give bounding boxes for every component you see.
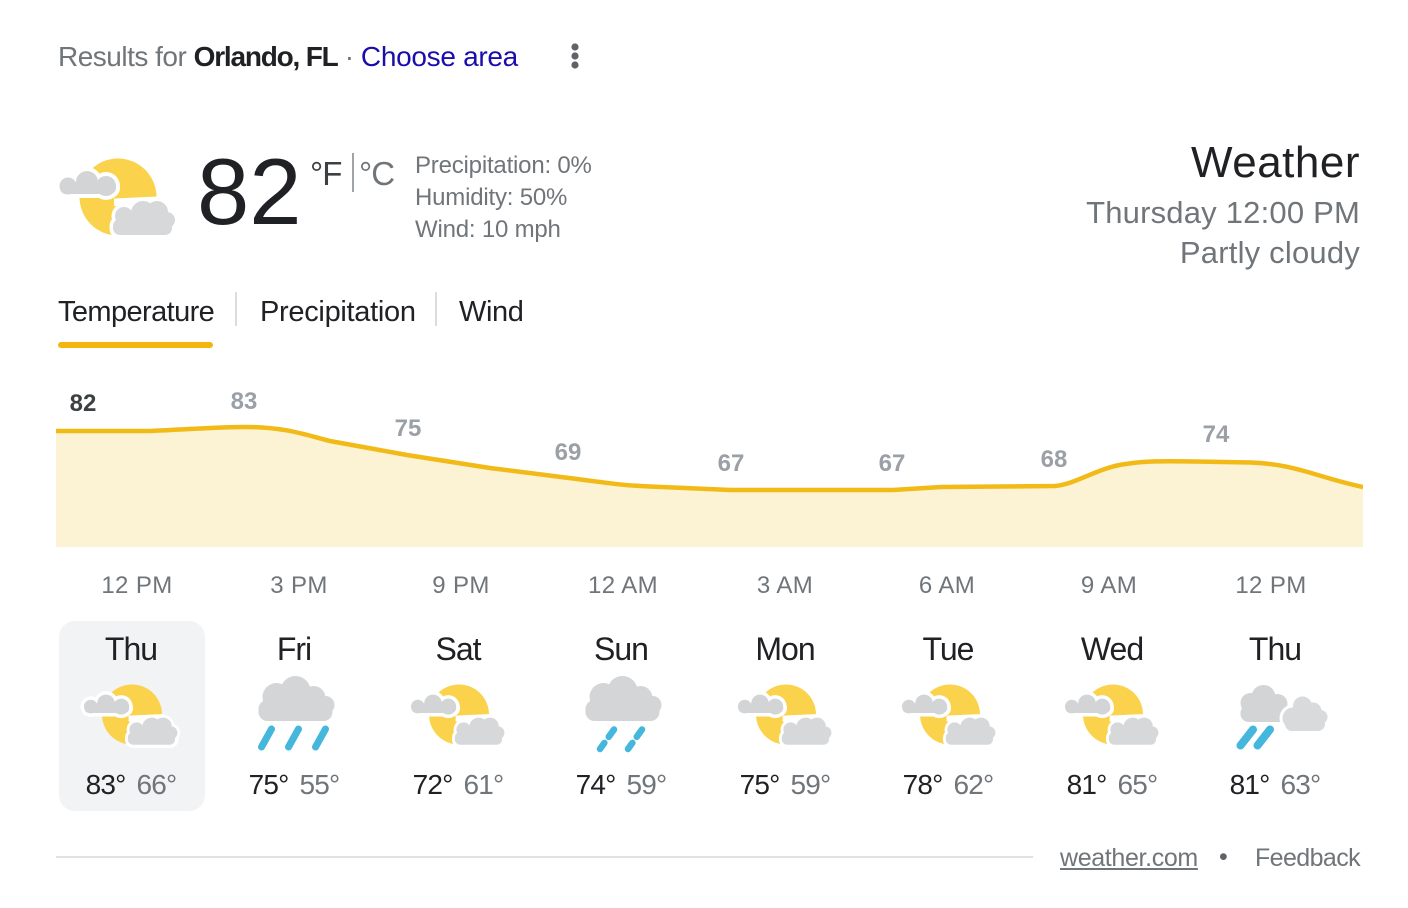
svg-text:69: 69 [555, 439, 582, 466]
svg-text:82: 82 [70, 390, 97, 417]
svg-text:74: 74 [1203, 421, 1230, 448]
svg-text:83: 83 [231, 388, 258, 415]
svg-text:67: 67 [718, 450, 745, 477]
svg-text:67: 67 [879, 450, 906, 477]
svg-text:68: 68 [1041, 446, 1068, 473]
svg-text:75: 75 [395, 415, 422, 442]
